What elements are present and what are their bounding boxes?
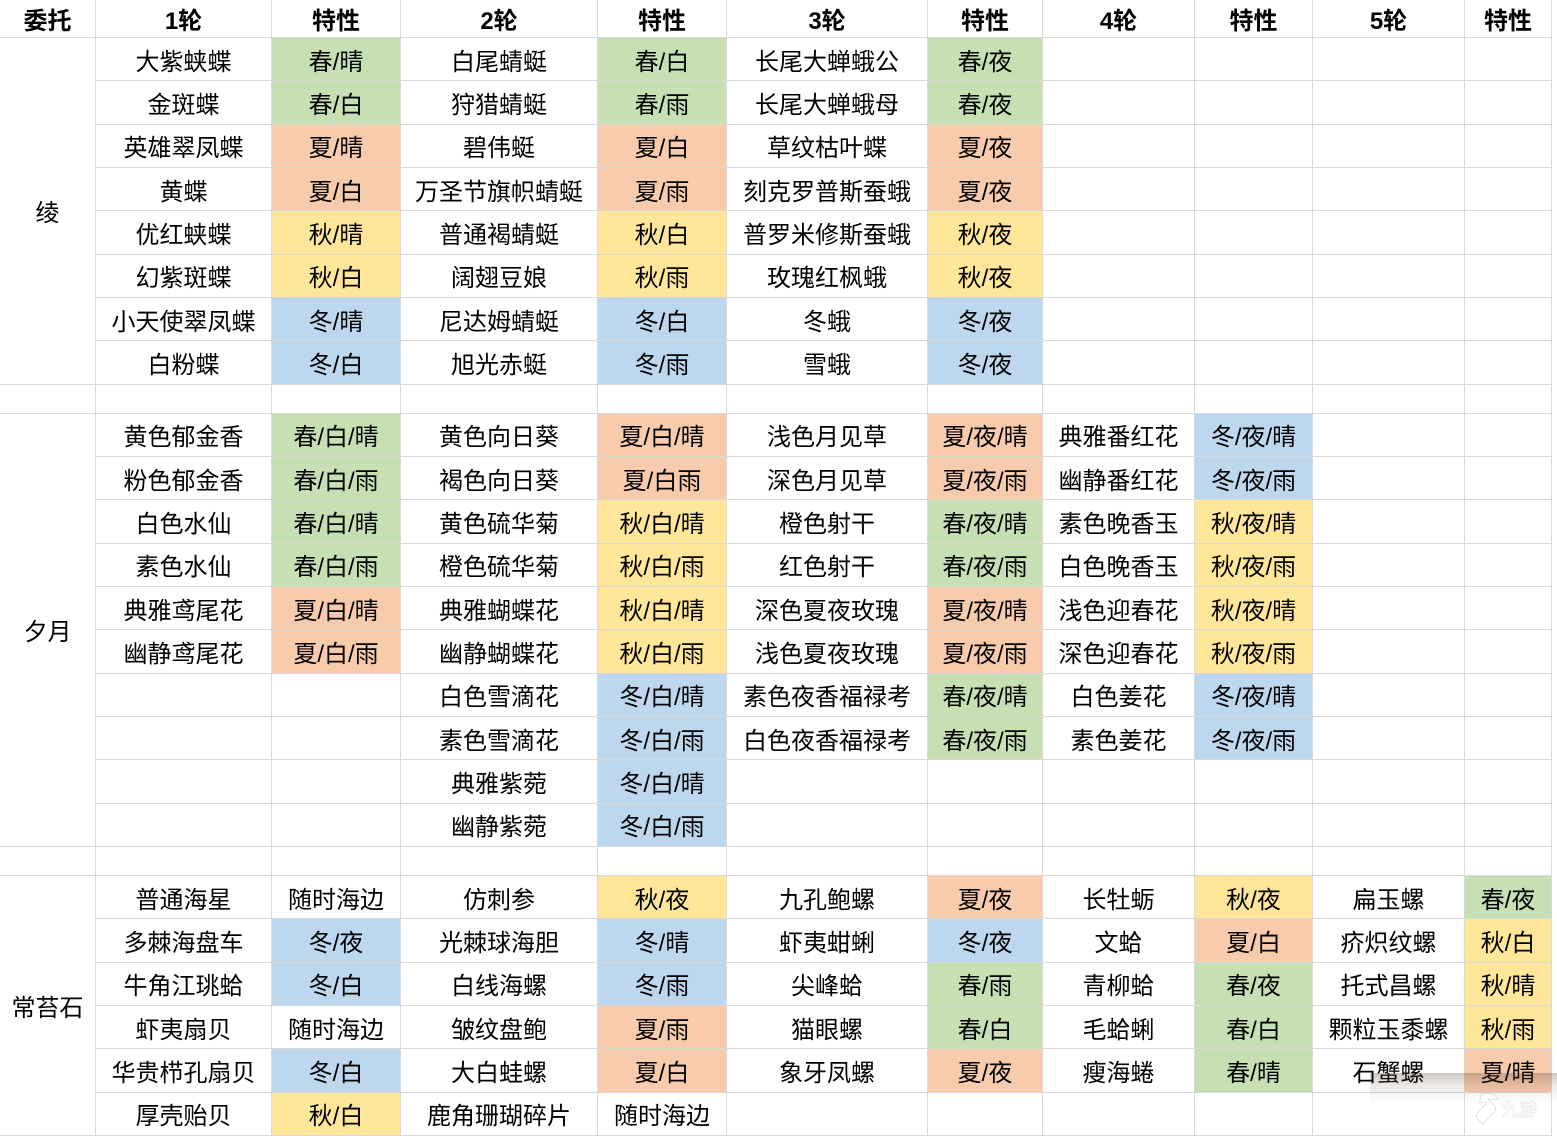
svg-text:九游: 九游	[1502, 1096, 1537, 1121]
